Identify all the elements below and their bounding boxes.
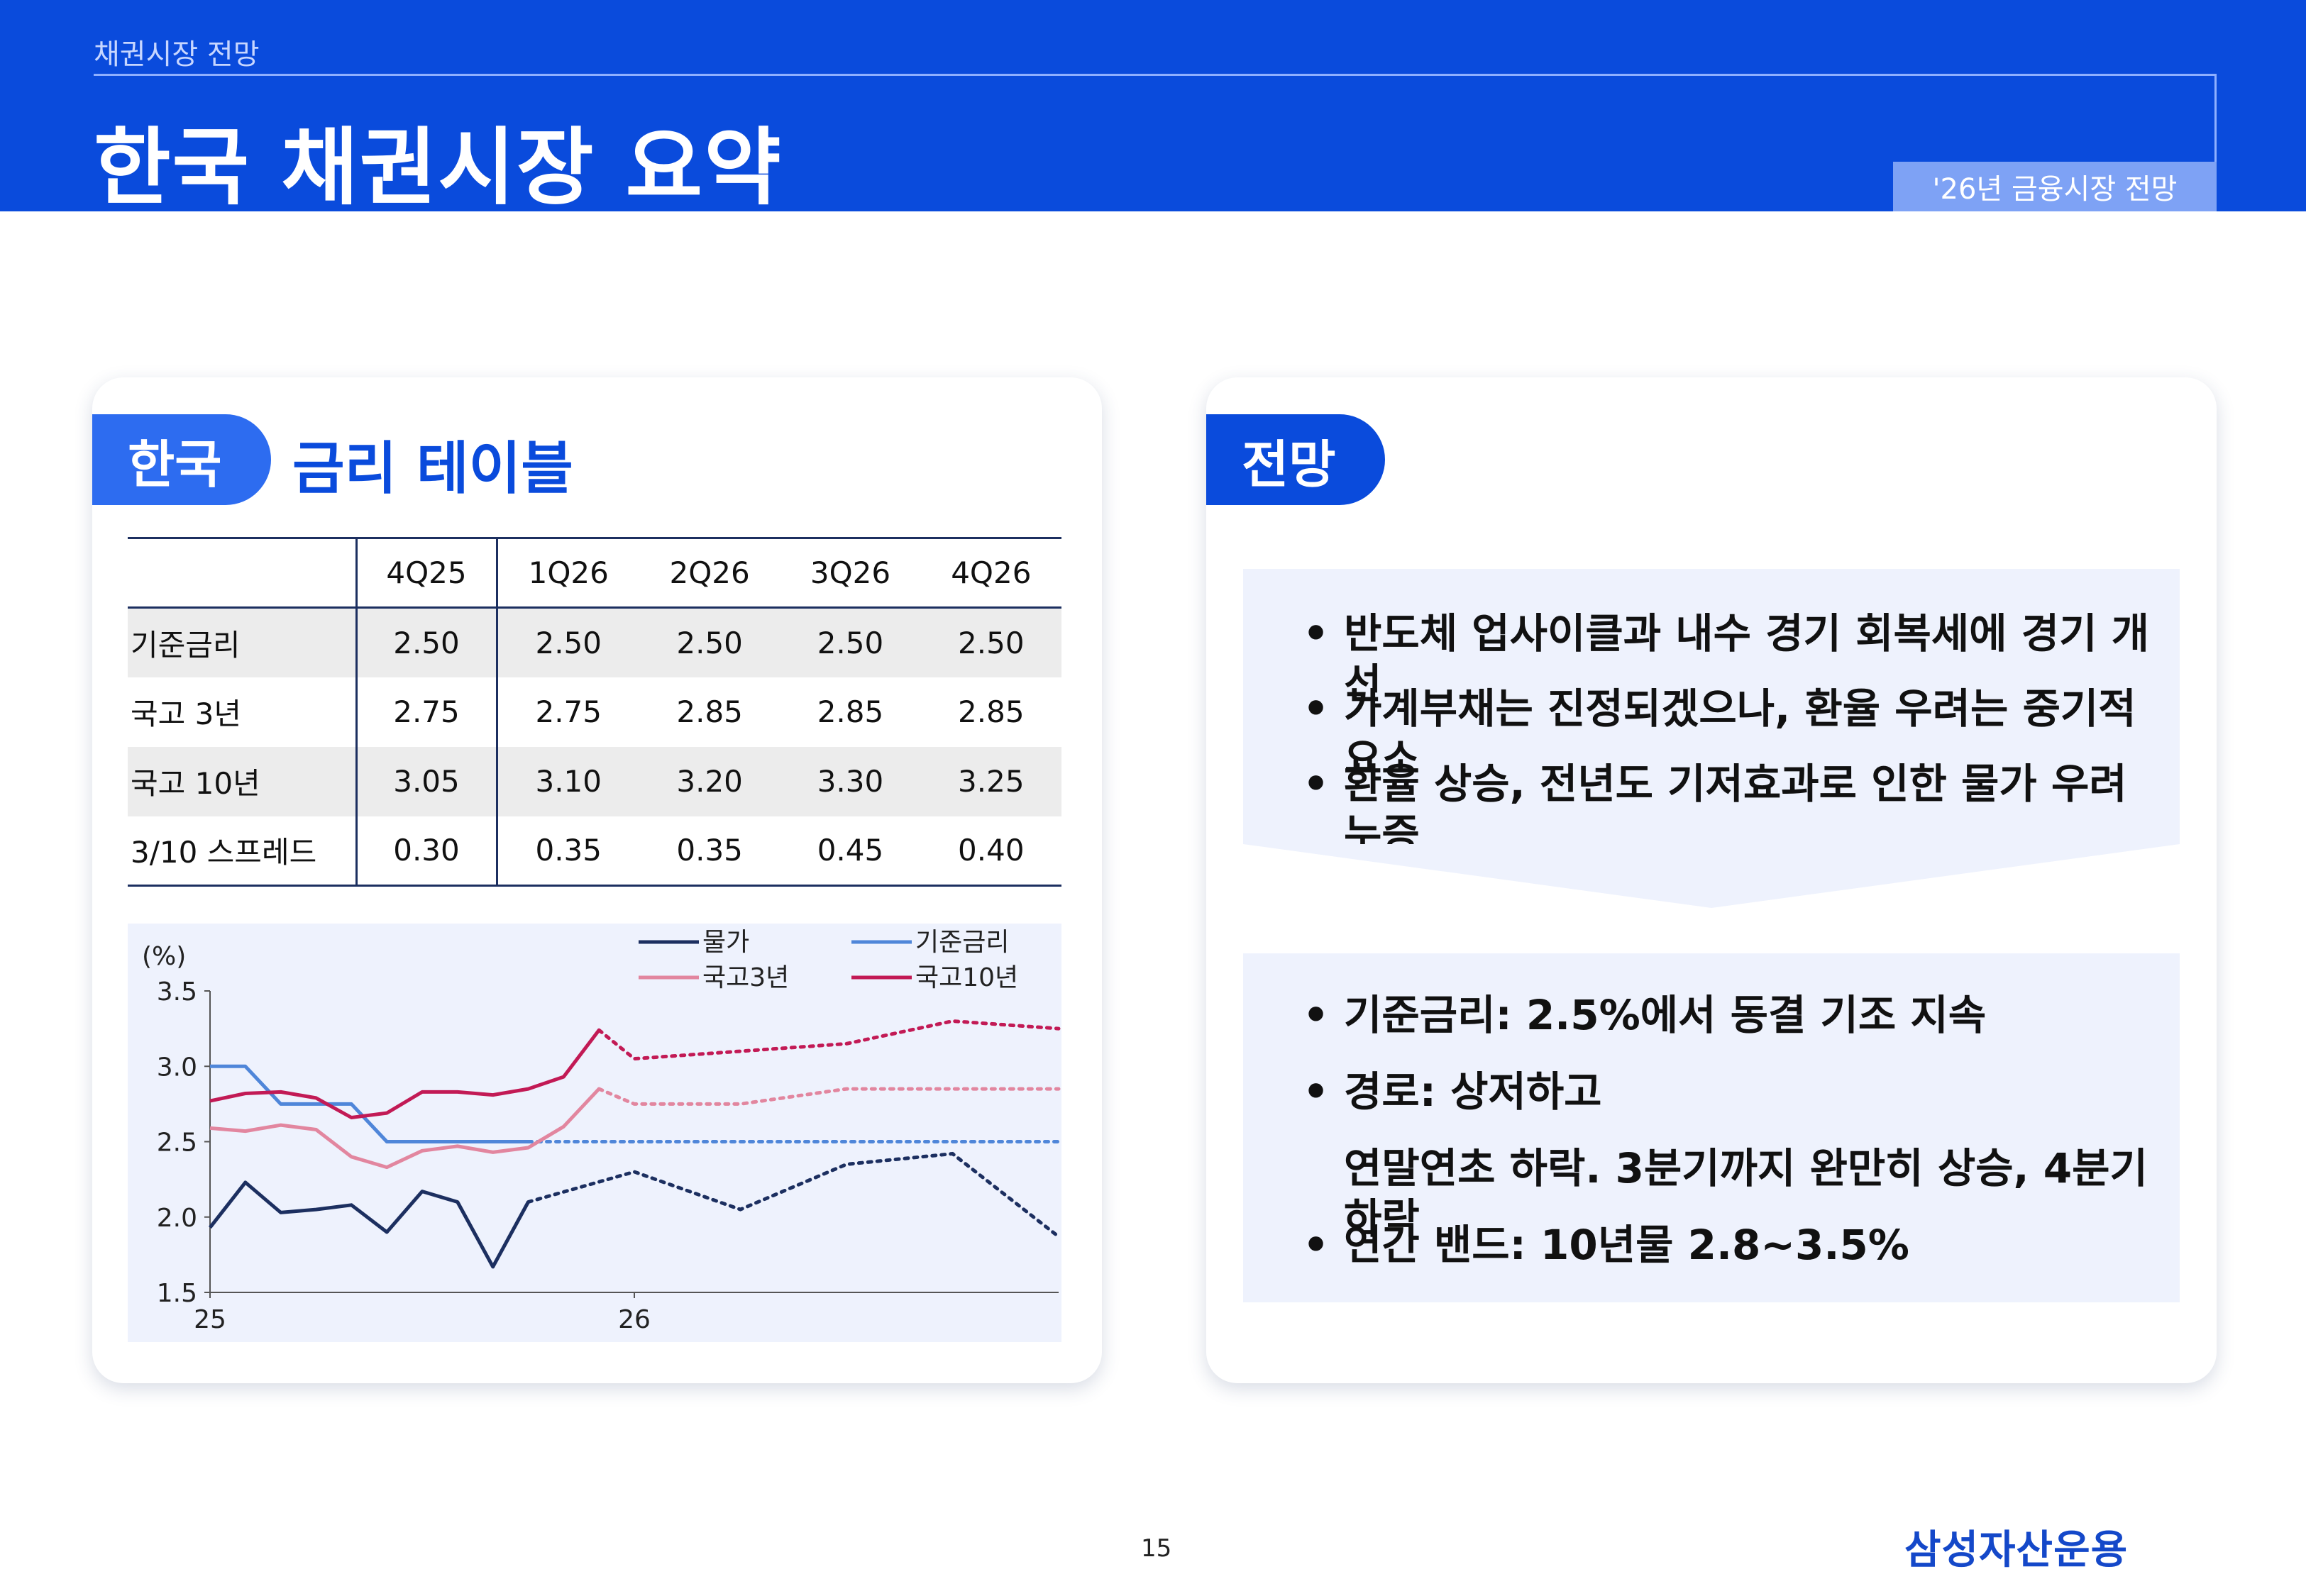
series-line-forecast	[526, 1151, 1061, 1238]
table-cell: 3.10	[497, 746, 639, 816]
header-divider	[94, 74, 2217, 76]
table-cell: 2.50	[639, 607, 780, 677]
legend-label: 국고3년	[702, 963, 789, 992]
y-axis-label: (%)	[142, 942, 186, 971]
chart-background	[128, 924, 1061, 1342]
table-header-cell: 1Q26	[497, 537, 639, 609]
list-item: 가계부채는 진정되겠으나, 환율 우려는 중기적 요소	[1297, 684, 2158, 783]
table-cell: 2.50	[920, 607, 1061, 677]
y-tick-label: 3.0	[157, 1053, 197, 1082]
series-line-actual	[209, 1087, 601, 1170]
rate-table-card: 한국 금리 테이블 4Q25 1Q26 2Q26 3Q26 4Q26 기준금리 …	[92, 377, 1102, 1383]
legend-label: 물가	[702, 928, 749, 957]
list-item: 기준금리: 2.5%에서 동결 기조 지속	[1297, 990, 2158, 1067]
table-header-row: 4Q25 1Q26 2Q26 3Q26 4Q26	[128, 537, 1061, 609]
row-label: 국고 3년	[128, 677, 358, 747]
header-divider-vertical	[2214, 74, 2217, 162]
x-tick-label: 25	[194, 1305, 226, 1334]
table-cell: 2.85	[676, 694, 743, 729]
table-cell: 0.35	[639, 816, 780, 887]
header-banner: 채권시장 전망 한국 채권시장 요약 '26년 금융시장 전망	[0, 0, 2306, 216]
table-cell: 3.20	[639, 746, 780, 816]
outlook-drivers-box: 반도체 업사이클과 내수 경기 회복세에 경기 개선 가계부채는 진정되겠으나,…	[1243, 569, 2180, 858]
table-cell: 2.85	[817, 694, 884, 729]
table-cell: 2.75	[356, 677, 498, 747]
table-cell: 3.30	[780, 746, 921, 816]
company-logo: 삼성자산운용	[1904, 1527, 2129, 1573]
x-tick-label: 26	[618, 1305, 651, 1334]
row-label: 국고 10년	[128, 746, 358, 816]
list-item: 연간 밴드: 10년물 2.8~3.5%	[1297, 1220, 2158, 1297]
list-item: 연말연초 하락. 3분기까지 완만히 상승, 4분기 하락	[1344, 1144, 2148, 1243]
table-header-cell	[128, 537, 358, 609]
table-cell: 0.30	[356, 816, 498, 887]
outlook-forecast-box: 기준금리: 2.5%에서 동결 기조 지속 경로: 상저하고 연말연초 하락. …	[1243, 953, 2180, 1302]
drivers-list: 반도체 업사이클과 내수 경기 회복세에 경기 개선 가계부채는 진정되겠으나,…	[1297, 609, 2158, 858]
table-cell: 2.50	[356, 607, 498, 677]
table-header-cell: 3Q26	[780, 537, 921, 609]
legend-label: 기준금리	[915, 928, 1009, 957]
outlook-pill: 전망	[1206, 414, 1385, 505]
series-line-forecast	[597, 1087, 1061, 1106]
rate-table: 4Q25 1Q26 2Q26 3Q26 4Q26 기준금리 2.50 2.50 …	[128, 537, 1061, 887]
table-header-cell: 4Q26	[920, 537, 1061, 609]
table-row: 3/10 스프레드 0.30 0.35 0.35 0.45 0.40	[128, 816, 1061, 887]
list-item: 환율 상승, 전년도 기저효과로 인한 물가 우려 누증	[1297, 759, 2158, 858]
y-tick-label: 2.0	[157, 1204, 197, 1233]
table-cell: 0.45	[780, 816, 921, 887]
y-tick-label: 3.5	[157, 977, 197, 1007]
series-line-actual	[210, 1064, 529, 1143]
table-row: 기준금리 2.50 2.50 2.50 2.50 2.50	[128, 607, 1061, 677]
report-tag: '26년 금융시장 전망	[1893, 162, 2217, 211]
table-cell: 0.40	[920, 816, 1061, 887]
table-cell: 3.25	[920, 746, 1061, 816]
y-tick-label: 1.5	[157, 1279, 197, 1308]
country-pill: 한국	[92, 414, 271, 505]
page-title: 한국 채권시장 요약	[94, 118, 783, 216]
table-row: 국고 10년 3.05 3.10 3.20 3.30 3.25	[128, 746, 1061, 816]
row-label: 3/10 스프레드	[128, 816, 358, 887]
forecast-list: 기준금리: 2.5%에서 동결 기조 지속 경로: 상저하고 연말연초 하락. …	[1297, 990, 2158, 1297]
list-item: 반도체 업사이클과 내수 경기 회복세에 경기 개선	[1297, 609, 2158, 708]
page-number: 15	[1141, 1534, 1172, 1563]
series-line-actual	[209, 1180, 530, 1269]
table-cell: 2.75	[535, 694, 602, 729]
section-kicker: 채권시장 전망	[94, 38, 260, 71]
series-line-actual	[209, 1029, 601, 1119]
y-tick-label: 2.5	[157, 1129, 197, 1158]
outlook-card: 전망 반도체 업사이클과 내수 경기 회복세에 경기 개선 가계부채는 진정되겠…	[1206, 377, 2217, 1383]
table-cell: 0.35	[497, 816, 639, 887]
table-header-cell: 4Q25	[356, 537, 498, 609]
series-line-forecast	[597, 1019, 1061, 1061]
row-label: 기준금리	[128, 607, 358, 677]
table-cell: 2.50	[497, 607, 639, 677]
table-cell: 3.05	[356, 746, 498, 816]
list-item: 경로: 상저하고	[1297, 1067, 2158, 1143]
section-title: 금리 테이블	[292, 436, 573, 501]
table-header-cell: 2Q26	[639, 537, 780, 609]
table-cell: 2.50	[780, 607, 921, 677]
table-cell: 2.85	[958, 694, 1025, 729]
down-arrow-icon	[1243, 844, 2180, 908]
legend-label: 국고10년	[915, 963, 1018, 992]
table-row: 국고 3년 2.75 2.75 2.85 2.85 2.85	[128, 677, 1061, 747]
